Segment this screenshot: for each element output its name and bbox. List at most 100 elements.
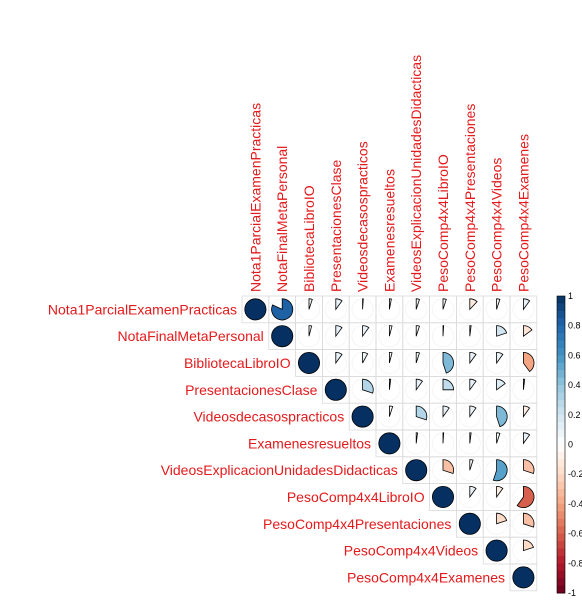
colorbar-segment (557, 422, 565, 431)
pie-slice (458, 512, 481, 535)
colorbar-tick-label: 0.4 (568, 380, 581, 390)
pie-slice (442, 432, 445, 444)
colorbar-tick-label: 0.8 (568, 321, 581, 331)
row-label: PesoComp4x4Examenes (347, 569, 505, 585)
column-label: NotaFinalMetaPersonal (274, 146, 290, 292)
colorbar-segment (557, 466, 565, 475)
colorbar-segment (557, 385, 565, 394)
colorbar-tick-label: 0.2 (568, 410, 581, 420)
colorbar-segment (557, 548, 565, 557)
colorbar-segment (557, 489, 565, 497)
colorbar-tick-label: 0 (568, 440, 573, 450)
row-label: Videosdecasospracticos (193, 409, 344, 425)
pie-slice (271, 325, 294, 348)
pie-slice (362, 325, 370, 338)
colorbar-segment (557, 555, 565, 564)
pie-slice (335, 298, 343, 311)
pie-slice (405, 459, 428, 482)
pie-slice (496, 378, 506, 391)
colorbar-segment (557, 399, 565, 408)
pie-slice (496, 325, 508, 337)
grid-cell (509, 563, 538, 592)
column-label: Videosdecasospracticos (355, 141, 371, 292)
pie-slice (523, 459, 535, 474)
colorbar-segment (557, 444, 565, 453)
pie-slice (335, 351, 343, 365)
pie-slice (442, 459, 454, 474)
colorbar-segment (557, 310, 565, 319)
colorbar-segment (557, 541, 565, 549)
pie-slice (485, 539, 508, 562)
pie-slice (523, 325, 533, 337)
pie-slice (415, 298, 420, 310)
pie-slice (496, 485, 504, 499)
pie-slice (362, 351, 369, 364)
column-label: PesoComp4x4LibroIO (435, 154, 451, 292)
pie-slice (431, 485, 454, 508)
colorbar: 1 0.8 0.6 0.4 0.2 0 -0.2 -0.4 -0.6 -0.8 -1 (556, 291, 582, 598)
colorbar-segment (557, 474, 565, 483)
pie-slice (351, 405, 374, 428)
colorbar-segment (557, 370, 565, 379)
colorbar-tick-label: -0.2 (568, 469, 582, 479)
pie-slice (496, 298, 501, 310)
pie-slice (415, 351, 420, 364)
colorbar-tick-label: -1 (568, 588, 576, 598)
column-label: Examenesresueltos (381, 169, 397, 292)
pie-slice (496, 405, 508, 428)
pie-slice (362, 298, 364, 310)
pie-slice (308, 298, 313, 310)
colorbar-segment (557, 362, 565, 371)
pie-slice (516, 485, 535, 508)
column-label: PresentacionesClase (328, 159, 344, 292)
pie-slice (523, 432, 531, 445)
row-label: PresentacionesClase (185, 382, 318, 398)
correlation-cells (241, 295, 538, 592)
pie-slice (389, 378, 392, 390)
column-label: PesoComp4x4Videos (489, 158, 505, 292)
pie-slice (523, 512, 535, 528)
pie-slice (469, 405, 477, 418)
row-label: PesoComp4x4Presentaciones (263, 516, 451, 532)
pie-slice (469, 351, 477, 365)
colorbar-tick-label: 0.6 (568, 350, 581, 360)
pie-slice (469, 378, 477, 392)
pie-slice (442, 378, 455, 391)
pie-slice (415, 405, 428, 421)
pie-slice (378, 432, 401, 455)
colorbar-segment (557, 414, 565, 423)
colorbar-segment (557, 296, 565, 304)
pie-slice (442, 325, 445, 337)
pie-slice (523, 405, 531, 418)
row-label: Examenesresueltos (248, 435, 371, 451)
colorbar-segment (557, 318, 565, 327)
colorbar-segment (557, 518, 565, 527)
pie-slice (415, 378, 423, 392)
pie-slice (523, 351, 535, 373)
colorbar-segment (557, 347, 565, 356)
colorbar-frame (556, 295, 566, 594)
colorbar-segment (557, 563, 565, 572)
colorbar-segment (557, 459, 565, 468)
pie-slice (415, 432, 418, 444)
pie-slice (442, 405, 450, 418)
pie-slice (297, 351, 320, 374)
colorbar-segment (557, 377, 565, 386)
pie-slice (244, 298, 267, 321)
colorbar-tick-label: -0.6 (568, 529, 582, 539)
column-label: Nota1ParcialExamenPracticas (247, 103, 263, 292)
pie-slice (496, 432, 501, 444)
column-label: BibliotecaLibroIO (301, 185, 317, 292)
colorbar-segment (557, 481, 565, 490)
pie-slice (324, 378, 347, 401)
row-label: NotaFinalMetaPersonal (118, 328, 264, 344)
colorbar-segment (557, 526, 565, 535)
colorbar-segment (557, 333, 565, 342)
pie-slice (469, 325, 472, 337)
pie-slice (335, 325, 343, 338)
colorbar-segment (557, 355, 565, 364)
row-label: Nota1ParcialExamenPracticas (48, 301, 237, 317)
colorbar-segment (557, 570, 565, 579)
pie-slice (496, 512, 508, 525)
colorbar-segment (557, 585, 565, 594)
